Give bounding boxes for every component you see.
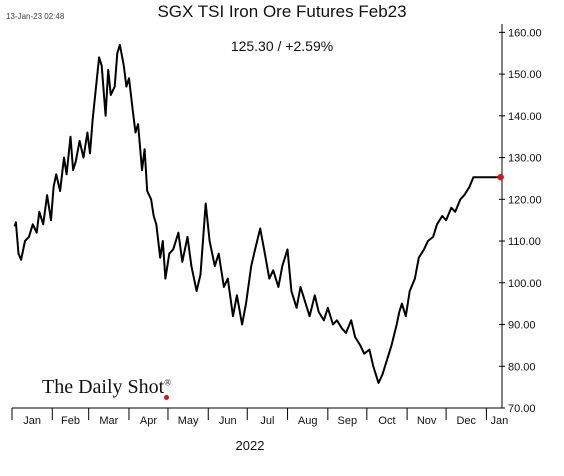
brand-dot	[164, 395, 169, 400]
y-tick-label: 150.00	[508, 69, 542, 81]
y-tick-label: 70.00	[508, 403, 536, 415]
y-tick-label: 90.00	[508, 320, 536, 332]
y-tick-label: 120.00	[508, 194, 542, 206]
last-point-marker	[497, 173, 504, 181]
y-tick-label: 160.00	[508, 27, 542, 39]
y-tick-label: 100.00	[508, 278, 542, 290]
x-tick-label: Jun	[219, 415, 237, 427]
x-tick-label: Feb	[61, 415, 80, 427]
x-tick-label: May	[178, 415, 199, 427]
y-tick-label: 140.00	[508, 111, 542, 123]
x-tick-label: Jul	[260, 415, 274, 427]
brand-logo: The Daily Shot®	[42, 376, 172, 398]
x-tick-label: Nov	[417, 415, 437, 427]
x-tick-label: Dec	[456, 415, 476, 427]
x-tick-label: Jan	[23, 415, 41, 427]
y-tick-label: 130.00	[508, 153, 542, 165]
x-tick-label: Apr	[140, 415, 157, 427]
x-tick-label: Aug	[298, 415, 318, 427]
x-tick-label: Oct	[378, 415, 395, 427]
x-tick-label: Sep	[338, 415, 358, 427]
chart-title: SGX TSI Iron Ore Futures Feb23	[157, 2, 407, 21]
y-tick-label: 110.00	[508, 236, 541, 248]
y-tick-label: 80.00	[508, 361, 536, 373]
x-tick-label: Mar	[99, 415, 118, 427]
x-tick-label: Jan	[491, 415, 509, 427]
series-line	[13, 43, 501, 384]
timestamp: 13-Jan-23 02:48	[6, 12, 65, 21]
x-axis-label: 2022	[235, 438, 265, 453]
chart-subtitle: 125.30 / +2.59%	[230, 38, 334, 54]
